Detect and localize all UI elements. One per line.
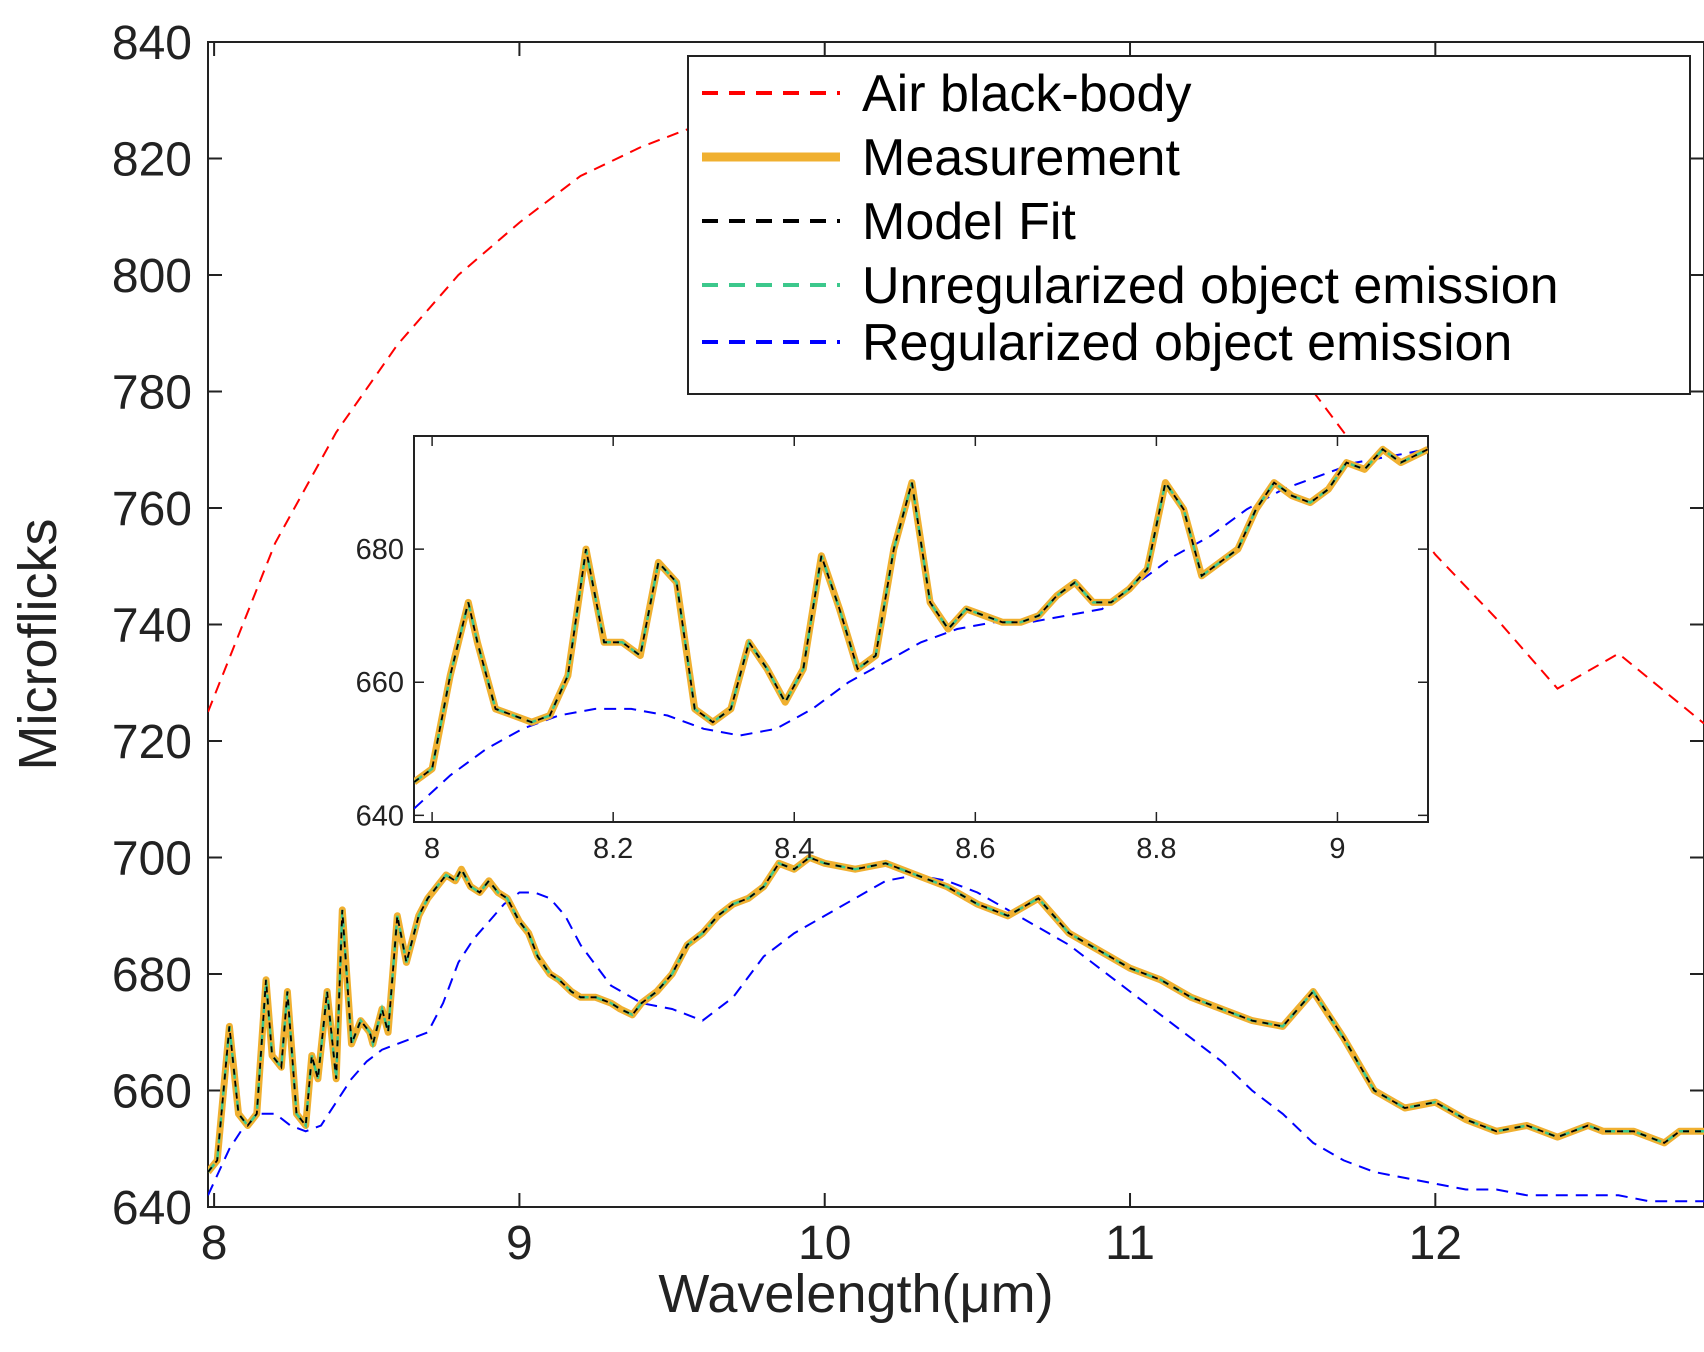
inset-frame <box>413 435 1429 823</box>
x-tick-label: 9 <box>506 1217 533 1270</box>
x-tick-label: 12 <box>1409 1217 1462 1270</box>
inset-y-tick-label: 660 <box>356 667 404 699</box>
legend-label: Measurement <box>862 129 1180 187</box>
inset-model-fit-line <box>414 448 1428 783</box>
series-model-fit-line <box>208 856 1704 1173</box>
y-tick-label: 780 <box>112 367 192 420</box>
y-tick-label: 640 <box>112 1182 192 1235</box>
legend-box <box>687 55 1691 395</box>
y-tick-label: 700 <box>112 833 192 886</box>
inset-x-tick-label: 8.4 <box>774 833 814 865</box>
x-tick-label: 10 <box>798 1217 851 1270</box>
legend-label: Unregularized object emission <box>862 257 1559 315</box>
y-tick-label: 800 <box>112 250 192 303</box>
inset-y-tick-label: 680 <box>356 534 404 566</box>
inset-x-tick-label: 8.6 <box>955 833 995 865</box>
inset-x-tick-label: 9 <box>1329 833 1345 865</box>
series-regularized-line <box>208 873 1704 1203</box>
y-tick-label: 820 <box>112 134 192 187</box>
inset-x-tick-label: 8 <box>424 833 440 865</box>
legend-label: Model Fit <box>862 193 1076 251</box>
inset-y-tick-label: 640 <box>356 800 404 832</box>
main-plot: 640 660 680 700 720 740 760 780 800 820 840 8 9 10 11 1… <box>8 17 1704 1324</box>
y-axis-title: Microflicks <box>8 519 68 771</box>
y-tick-label: 720 <box>112 716 192 769</box>
legend: Air black-body Measurement Model Fit Unregu… <box>687 55 1691 395</box>
inset-series-group <box>414 445 1428 810</box>
inset-x-tick-label: 8.8 <box>1136 833 1176 865</box>
y-tick-label: 660 <box>112 1066 192 1119</box>
legend-label: Air black-body <box>862 65 1191 123</box>
legend-label: Regularized object emission <box>862 314 1512 372</box>
x-axis-title: Wavelength(μm) <box>658 1264 1053 1324</box>
y-tick-label: 680 <box>112 949 192 1002</box>
y-tick-label: 840 <box>112 17 192 70</box>
x-tick-label: 11 <box>1105 1217 1155 1270</box>
y-tick-label: 740 <box>112 600 192 653</box>
inset-x-tick-label: 8.2 <box>593 833 633 865</box>
y-tick-label: 760 <box>112 483 192 536</box>
x-tick-label: 8 <box>201 1217 228 1270</box>
inset-plot: 640 660 680 8 8.2 8.4 8.6 8.8 9 <box>356 435 1429 865</box>
